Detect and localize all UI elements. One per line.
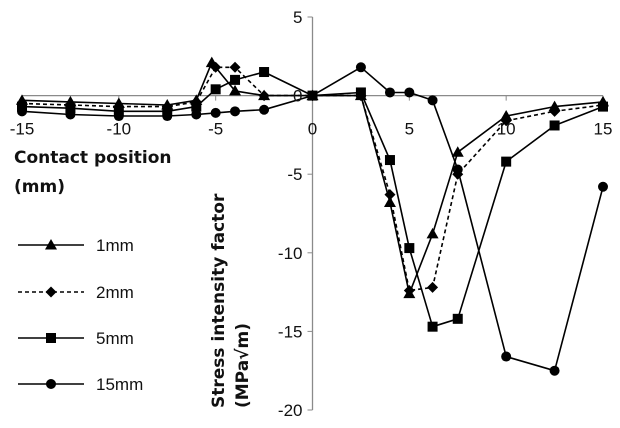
data-point-5mm bbox=[65, 103, 76, 114]
data-point-15mm bbox=[259, 104, 270, 115]
x-axis-title-line1: Contact position bbox=[14, 148, 172, 168]
y-axis-title-line1: Stress intensity factor bbox=[209, 193, 229, 408]
y-tick-label: 0 bbox=[293, 87, 302, 106]
y-tick-label: -5 bbox=[287, 165, 302, 184]
data-point-15mm bbox=[162, 111, 173, 122]
data-point-1mm bbox=[426, 227, 439, 239]
legend-marker-2mm bbox=[45, 286, 57, 298]
axes bbox=[21, 16, 604, 411]
x-tick-label: 15 bbox=[594, 120, 613, 139]
data-point-15mm bbox=[307, 90, 318, 101]
y-tick-label: -10 bbox=[278, 244, 303, 263]
data-point-1mm bbox=[451, 146, 464, 157]
data-point-15mm bbox=[210, 107, 221, 118]
y-axis-title-line2: (MPa√m) bbox=[233, 323, 253, 408]
data-point-2mm bbox=[500, 115, 512, 127]
series-15mm bbox=[17, 62, 608, 376]
data-point-5mm bbox=[452, 313, 463, 324]
legend-label-1mm: 1mm bbox=[96, 236, 134, 255]
data-point-5mm bbox=[384, 155, 395, 166]
y-tick-label: -15 bbox=[278, 322, 303, 341]
data-point-15mm bbox=[113, 111, 124, 122]
data-point-15mm bbox=[17, 106, 27, 117]
x-tick-label: -5 bbox=[208, 120, 223, 139]
data-point-15mm bbox=[404, 87, 415, 98]
legend-label-5mm: 5mm bbox=[96, 329, 134, 348]
data-point-5mm bbox=[427, 321, 438, 332]
data-point-5mm bbox=[598, 101, 608, 112]
y-tick-label: -20 bbox=[278, 401, 303, 420]
data-point-5mm bbox=[355, 87, 366, 98]
data-point-2mm bbox=[549, 105, 561, 117]
data-point-2mm bbox=[210, 61, 222, 73]
data-point-15mm bbox=[355, 62, 366, 73]
data-point-2mm bbox=[384, 189, 396, 201]
data-point-5mm bbox=[230, 74, 241, 85]
data-point-15mm bbox=[384, 87, 395, 98]
data-point-5mm bbox=[259, 67, 270, 78]
legend: 1mm 2mm 5mm 15mm bbox=[18, 236, 143, 394]
x-tick-label: 5 bbox=[405, 120, 414, 139]
data-point-2mm bbox=[427, 281, 439, 293]
data-point-5mm bbox=[549, 120, 560, 131]
data-point-15mm bbox=[230, 106, 241, 117]
legend-marker-15mm bbox=[46, 379, 56, 389]
data-point-15mm bbox=[452, 164, 463, 175]
data-point-15mm bbox=[427, 95, 438, 106]
x-tick-label: 10 bbox=[497, 120, 516, 139]
data-point-5mm bbox=[210, 84, 221, 95]
legend-label-2mm: 2mm bbox=[96, 283, 134, 302]
x-axis-title-line2: (mm) bbox=[14, 177, 65, 197]
x-tick-label: -10 bbox=[107, 120, 132, 139]
data-point-5mm bbox=[404, 243, 415, 254]
series-group bbox=[16, 56, 609, 376]
y-tick-label: 5 bbox=[293, 8, 302, 27]
data-point-15mm bbox=[191, 109, 202, 120]
x-tick-label: 0 bbox=[308, 120, 317, 139]
tick-labels: -15 -10 -5 0 5 10 15 5 0 -5 -10 -15 -20 bbox=[10, 8, 613, 420]
data-point-15mm bbox=[501, 351, 512, 362]
data-point-2mm bbox=[229, 61, 241, 73]
data-point-2mm bbox=[403, 285, 415, 297]
data-point-5mm bbox=[501, 156, 512, 167]
data-point-1mm bbox=[383, 196, 396, 207]
data-point-15mm bbox=[65, 109, 76, 120]
data-point-15mm bbox=[549, 365, 560, 376]
data-point-1mm bbox=[229, 84, 242, 96]
legend-label-15mm: 15mm bbox=[96, 375, 143, 394]
data-point-2mm bbox=[258, 90, 270, 102]
legend-marker-5mm bbox=[46, 333, 56, 343]
legend-marker-1mm bbox=[45, 239, 57, 250]
data-point-15mm bbox=[598, 181, 608, 192]
x-tick-label: -15 bbox=[10, 120, 35, 139]
data-point-5mm bbox=[191, 101, 202, 112]
